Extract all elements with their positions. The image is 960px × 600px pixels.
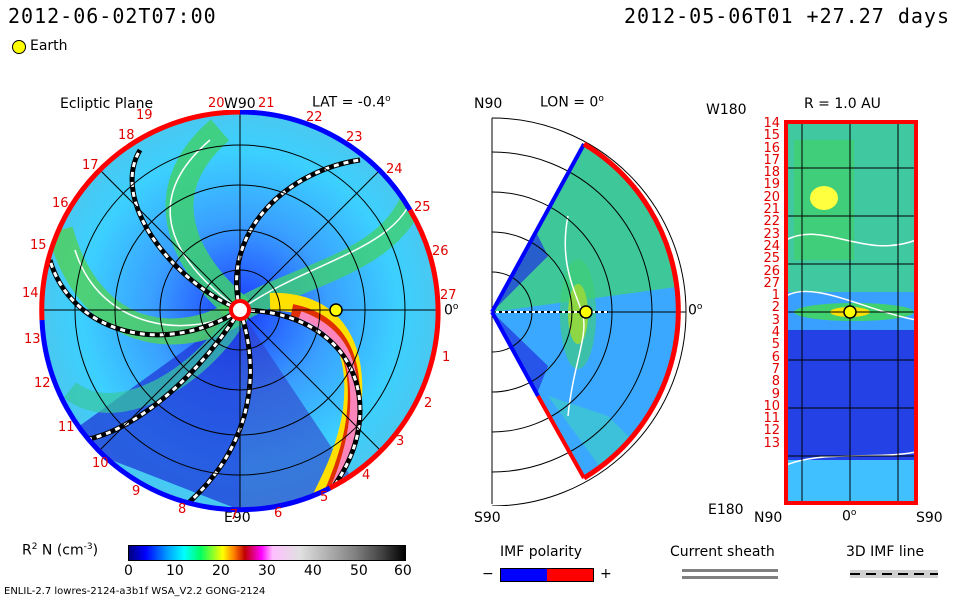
ecl-rot-4: 4 bbox=[362, 468, 371, 483]
colorbar-tick-20: 20 bbox=[212, 563, 230, 579]
ecl-rot-3: 3 bbox=[396, 434, 405, 449]
imf-line-swatch-dash bbox=[850, 573, 938, 575]
current-sheath-label: Current sheath bbox=[670, 544, 775, 560]
sphere-y-labels: 14 15 16 17 18 19 20 21 22 23 24 25 26 27 1 2 3 4 5 6 7 8 9 10 1… bbox=[763, 116, 780, 451]
imf-line-label: 3D IMF line bbox=[846, 544, 925, 560]
meridional-lon-label: LON = 0o bbox=[540, 94, 604, 111]
ecl-rot-7: 7 bbox=[230, 508, 239, 523]
ecl-rot-5: 5 bbox=[320, 490, 329, 505]
meridional-top-label: N90 bbox=[474, 96, 503, 112]
sphere-x-label-s90: S90 bbox=[916, 510, 943, 526]
colorbar-tick-60: 60 bbox=[394, 563, 412, 579]
imf-polarity-negative-swatch bbox=[500, 568, 547, 582]
ecl-rot-22: 22 bbox=[306, 110, 323, 125]
left-timestamp: 2012-06-02T07:00 bbox=[8, 4, 217, 28]
ecl-rot-18: 18 bbox=[118, 128, 135, 143]
density-colorbar bbox=[128, 545, 406, 561]
ecliptic-lat-label: LAT = -0.4o bbox=[312, 94, 391, 111]
colorbar-tick-30: 30 bbox=[258, 563, 276, 579]
ecl-rot-13: 13 bbox=[24, 332, 41, 347]
current-sheath-line-lower bbox=[682, 576, 778, 579]
colorbar-tick-50: 50 bbox=[350, 563, 368, 579]
ecl-rot-27: 27 bbox=[440, 288, 457, 303]
ecl-rot-1: 1 bbox=[442, 350, 451, 365]
imf-polarity-plus: + bbox=[600, 566, 612, 582]
sphere-title: R = 1.0 AU bbox=[804, 96, 881, 112]
earth-legend-icon bbox=[12, 40, 26, 54]
ecl-rot-23: 23 bbox=[346, 130, 363, 145]
model-info: ENLIL-2.7 lowres-2124-a3b1f WSA_V2.2 GON… bbox=[4, 586, 266, 597]
colorbar-label: R2 N (cm-3) bbox=[22, 542, 99, 559]
ecliptic-plane-map bbox=[39, 110, 441, 513]
sphere-map bbox=[784, 120, 918, 505]
ecliptic-top-label: W90 bbox=[224, 96, 256, 112]
ecl-rot-26: 26 bbox=[432, 244, 449, 259]
current-sheath-line-upper bbox=[682, 569, 778, 572]
sphere-x-label-n90: N90 bbox=[754, 510, 783, 526]
ecliptic-right-label: 0o bbox=[444, 302, 459, 319]
ecl-rot-24: 24 bbox=[386, 162, 403, 177]
imf-polarity-positive-swatch bbox=[547, 568, 594, 582]
ecliptic-title: Ecliptic Plane bbox=[60, 96, 154, 112]
colorbar-tick-10: 10 bbox=[166, 563, 184, 579]
ecl-rot-15: 15 bbox=[30, 238, 47, 253]
imf-polarity-minus: − bbox=[482, 566, 494, 582]
ecl-rot-9: 9 bbox=[132, 484, 141, 499]
imf-polarity-label: IMF polarity bbox=[500, 544, 583, 560]
ecl-rot-20: 20 bbox=[208, 96, 225, 111]
ecliptic-bottom-label: E90 bbox=[224, 510, 251, 526]
sphere-x-label-0: 0o bbox=[842, 508, 857, 525]
meridional-right-label: 0o bbox=[688, 302, 703, 319]
ecl-rot-10: 10 bbox=[92, 456, 109, 471]
ecl-rot-16: 16 bbox=[52, 196, 69, 211]
sphere-bottom-left-label: E180 bbox=[708, 502, 744, 518]
ecl-rot-17: 17 bbox=[82, 158, 99, 173]
sphere-top-left-label: W180 bbox=[706, 102, 747, 118]
ecl-rot-25: 25 bbox=[414, 200, 431, 215]
ecl-rot-14: 14 bbox=[22, 286, 39, 301]
ecl-rot-6: 6 bbox=[274, 506, 283, 521]
meridional-bottom-label: S90 bbox=[474, 510, 501, 526]
ecl-rot-2: 2 bbox=[424, 396, 433, 411]
ecl-rot-21: 21 bbox=[258, 96, 275, 111]
colorbar-tick-0: 0 bbox=[124, 563, 133, 579]
meridional-plane-map bbox=[490, 117, 687, 506]
ecl-rot-19: 19 bbox=[136, 108, 153, 123]
earth-legend-label: Earth bbox=[30, 38, 68, 54]
ecl-rot-8: 8 bbox=[178, 502, 187, 517]
right-timestamp: 2012-05-06T01 +27.27 days bbox=[623, 4, 950, 28]
ecl-rot-11: 11 bbox=[58, 420, 75, 435]
colorbar-tick-40: 40 bbox=[304, 563, 322, 579]
ecl-rot-12: 12 bbox=[34, 376, 51, 391]
